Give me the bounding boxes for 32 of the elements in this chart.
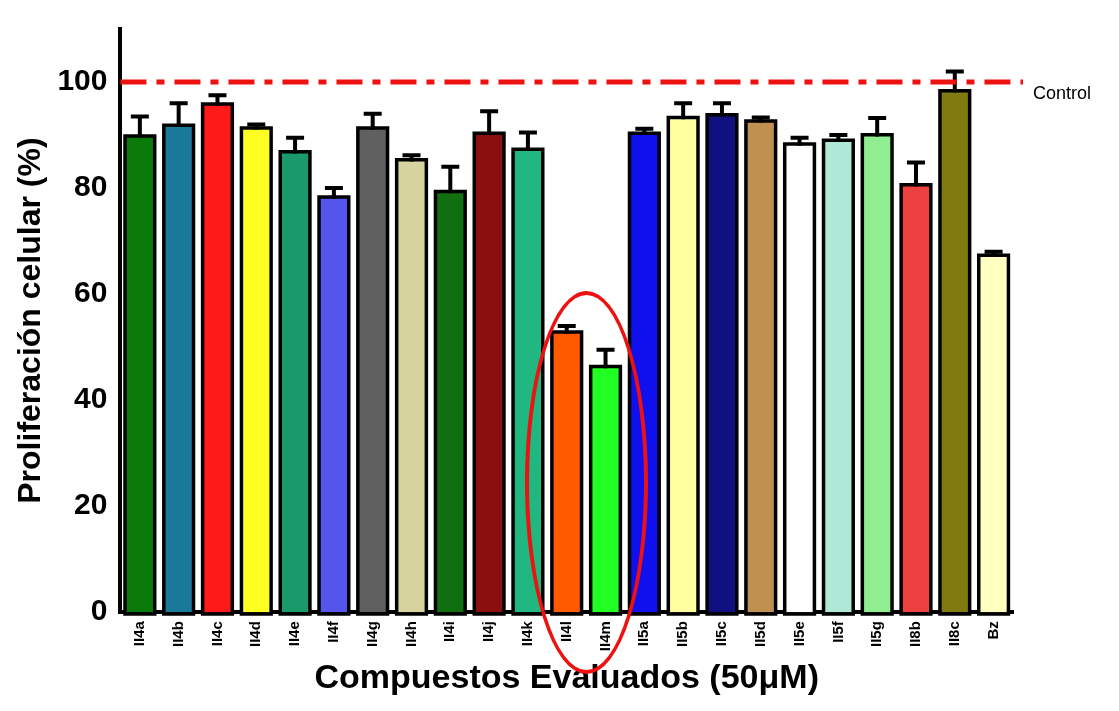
- x-tick-label: II4d: [246, 621, 264, 648]
- y-tick-label: 0: [90, 593, 108, 627]
- y-tick-label: 80: [74, 169, 108, 203]
- x-tick-label: II4k: [518, 620, 536, 647]
- x-tick-label: II4l: [556, 621, 574, 643]
- x-tick-label: II4i: [440, 621, 458, 643]
- x-tick-label: II4g: [362, 621, 380, 648]
- x-tick-label: Bz: [983, 621, 1001, 640]
- y-tick-label: 40: [74, 381, 108, 415]
- x-tick-label: II8b: [906, 621, 924, 648]
- x-tick-label: II4j: [479, 621, 497, 643]
- x-tick-label: II5a: [634, 620, 652, 647]
- x-tick-label: II4f: [324, 620, 342, 643]
- x-tick-label: II4m: [595, 621, 613, 652]
- x-tick-label: II4h: [401, 621, 419, 648]
- x-tick-label: II5b: [673, 621, 691, 648]
- ref-line-label: Control: [1033, 82, 1092, 103]
- x-tick-label: II5e: [789, 621, 807, 647]
- x-axis-title: Compuestos Evaluados (50μM): [314, 656, 819, 695]
- x-tick-label: II5d: [750, 621, 768, 648]
- y-axis-title: Proliferación celular (%): [11, 137, 48, 504]
- x-tick-label: II4c: [207, 621, 225, 647]
- x-tick-label: II5f: [828, 620, 846, 643]
- x-tick-label: II4e: [285, 621, 303, 647]
- x-tick-label: II4a: [130, 620, 147, 647]
- y-tick-label: 100: [57, 63, 108, 97]
- x-tick-label: II5c: [712, 621, 730, 647]
- x-tick-label: II8c: [944, 621, 962, 647]
- y-tick-label: 20: [74, 487, 108, 521]
- x-tick-label: II5g: [867, 621, 885, 648]
- x-tick-label: II4b: [168, 621, 186, 648]
- y-tick-label: 60: [74, 275, 108, 309]
